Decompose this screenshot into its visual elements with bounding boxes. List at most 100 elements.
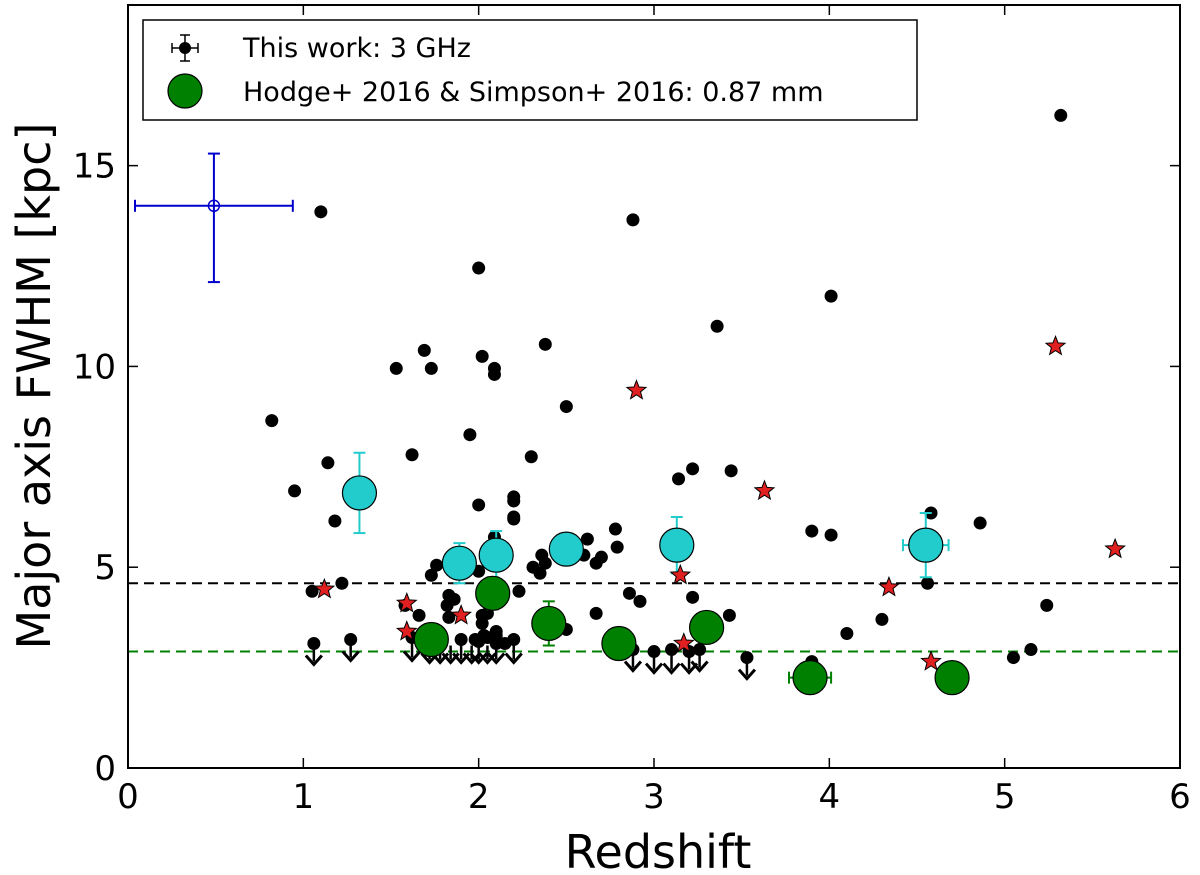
data-point-0.87mm-marker (601, 625, 637, 662)
upper-limit-arrow (504, 645, 523, 665)
data-point-3ghz (559, 400, 573, 414)
data-point-0.87mm-marker (688, 609, 725, 646)
data-point-3ghz (507, 512, 521, 526)
data-point-0.87mm-marker (413, 621, 449, 658)
data-point-cyan-marker (908, 527, 944, 563)
data-point-0.87mm (788, 660, 833, 696)
data-point-0.87mm (934, 660, 970, 696)
data-point-3ghz (468, 632, 482, 646)
data-point-3ghz (608, 522, 622, 536)
data-point-3ghz (314, 205, 328, 219)
data-point-3ghz (693, 643, 707, 657)
data-point-3ghz (824, 528, 838, 542)
data-point-0.87mm-marker (531, 605, 567, 642)
x-tick-label: 5 (994, 777, 1016, 817)
legend: This work: 3 GHz Hodge+ 2016 & Simpson+ 2… (142, 19, 918, 121)
x-tick-label: 3 (643, 777, 665, 817)
data-point-3ghz (589, 606, 603, 620)
typical-error-marker (134, 152, 294, 284)
data-point-cyan (659, 516, 695, 575)
upper-limit-head (504, 652, 523, 665)
data-point-3ghz (1040, 598, 1054, 612)
upper-limit-head (623, 660, 643, 673)
data-point-star (1104, 537, 1126, 559)
upper-limit-head (644, 662, 664, 675)
data-point-star (1044, 334, 1067, 356)
data-point-3ghz (335, 576, 349, 590)
legend-entry-0.87mm: Hodge+ 2016 & Simpson+ 2016: 0.87 mm (167, 73, 824, 109)
data-point-3ghz (472, 498, 486, 512)
data-point-star (313, 577, 336, 599)
upper-limit-head (462, 652, 481, 665)
data-point-3ghz (344, 632, 358, 646)
data-point-cyan (341, 451, 378, 535)
data-point-3ghz (875, 612, 889, 626)
data-point-cyan-marker (341, 475, 378, 511)
plot-area (128, 108, 1180, 696)
data-point-3ghz (840, 626, 854, 640)
data-point-3ghz (710, 319, 724, 333)
upper-limit-head (690, 660, 709, 673)
x-tick-label: 6 (1169, 777, 1191, 817)
data-point-3ghz (672, 472, 686, 486)
upper-limit-head (304, 654, 323, 667)
data-point-cyan-marker (478, 537, 514, 573)
data-point-3ghz (442, 610, 456, 624)
data-point-3ghz (538, 556, 552, 570)
data-point-3ghz (512, 584, 526, 598)
data-point-3ghz (498, 637, 512, 651)
data-point-3ghz (405, 448, 419, 462)
data-point-3ghz (424, 361, 438, 375)
data-point-3ghz (321, 456, 335, 470)
data-point-3ghz (805, 524, 819, 538)
data-point-star (395, 591, 418, 613)
data-point-3ghz (475, 349, 489, 363)
data-point-0.87mm-marker (934, 660, 970, 696)
data-point-3ghz (589, 556, 603, 570)
data-point-cyan-marker (548, 531, 584, 567)
data-point-3ghz (633, 594, 647, 608)
legend-label-3ghz: This work: 3 GHz (242, 33, 471, 64)
data-point-3ghz (507, 494, 521, 508)
data-point-3ghz (622, 586, 636, 600)
data-point-3ghz (1006, 651, 1020, 665)
data-point-0.87mm (475, 575, 511, 611)
data-point-3ghz (463, 428, 477, 442)
y-tick-label: 10 (73, 347, 116, 387)
data-point-3ghz (328, 514, 342, 528)
typical-error-point (207, 199, 221, 213)
data-point-star (625, 379, 648, 400)
data-point-3ghz (626, 213, 640, 227)
data-point-star (672, 632, 695, 653)
data-point-3ghz (686, 462, 700, 476)
y-tick-label: 5 (94, 548, 116, 588)
data-point-cyan-marker (659, 527, 695, 563)
data-point-0.87mm-marker (792, 660, 828, 696)
data-point-3ghz (389, 361, 403, 375)
y-tick-label: 0 (94, 749, 116, 789)
y-axis-label: Major axis FWHM [kpc] (7, 123, 61, 650)
upper-limit-arrow (662, 655, 681, 675)
data-point-star (669, 563, 692, 585)
data-point-3ghz (307, 637, 321, 651)
data-point-3ghz (740, 651, 754, 665)
data-point-3ghz (1054, 108, 1068, 122)
data-point-3ghz (686, 590, 700, 604)
data-point-3ghz (921, 576, 935, 590)
data-point-3ghz (424, 568, 438, 582)
data-point-star (878, 575, 900, 597)
data-point-cyan (901, 511, 950, 579)
data-point-3ghz (288, 484, 302, 498)
data-point-3ghz (580, 532, 594, 546)
x-tick-label: 0 (117, 777, 139, 817)
data-point-3ghz (412, 608, 426, 622)
legend-box (142, 19, 918, 121)
data-point-0.87mm (688, 609, 725, 646)
y-tick-label: 15 (73, 147, 116, 187)
data-point-3ghz (647, 645, 661, 659)
upper-limit-head (737, 668, 757, 681)
data-point-3ghz (538, 337, 552, 351)
data-point-3ghz (1024, 643, 1038, 657)
data-point-3ghz (430, 558, 444, 572)
